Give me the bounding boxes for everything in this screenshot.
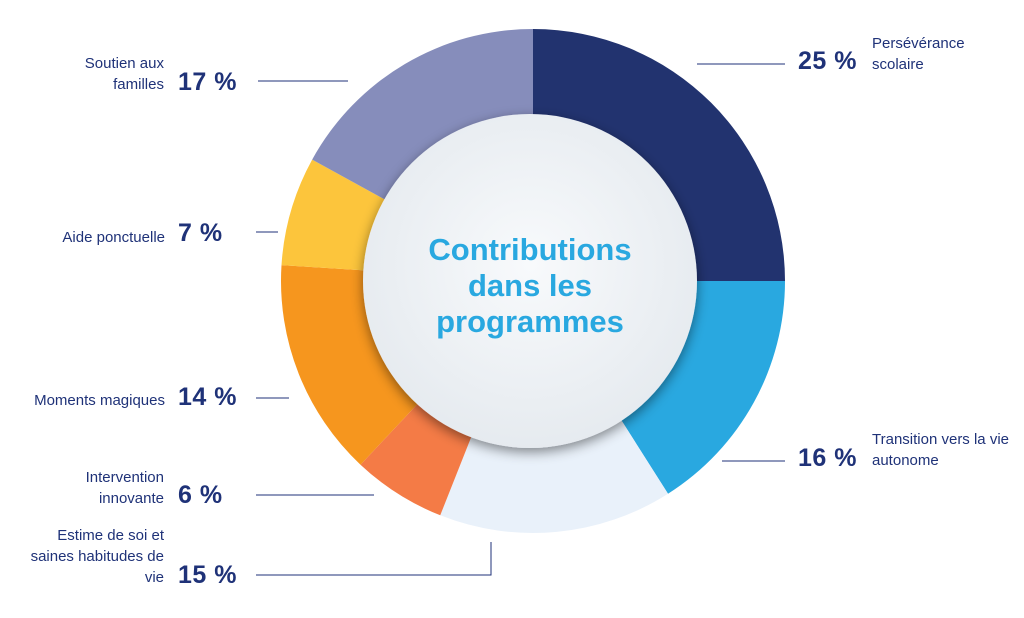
- label-intervention-innovante: Intervention innovante: [85, 469, 164, 507]
- value-soutien-aux-familles: 17 %: [178, 68, 237, 96]
- label-soutien-aux-familles: Soutien aux familles: [84, 55, 164, 93]
- value-perseverance-scolaire: 25 %: [798, 47, 857, 75]
- slice-7: [312, 29, 533, 224]
- value-estime-de-soi: 15 %: [178, 561, 237, 589]
- chart-title: Contributions dans les programmes: [428, 232, 632, 339]
- center-hub: [363, 114, 697, 448]
- value-intervention-innovante: 6 %: [178, 481, 223, 509]
- label-moments-magiques: Moments magiques: [34, 392, 165, 409]
- slice-1: [533, 29, 785, 281]
- value-moments-magiques: 14 %: [178, 383, 237, 411]
- value-aide-ponctuelle: 7 %: [178, 219, 223, 247]
- leader-lines: [256, 63, 785, 576]
- label-aide-ponctuelle: Aide ponctuelle: [62, 229, 165, 246]
- label-perseverance-scolaire: Persévérance scolaire: [872, 35, 965, 73]
- label-estime-de-soi: Estime de soi et saines habitudes de vie: [30, 527, 164, 586]
- label-transition-vie-autonome: Transition vers la vie autonome: [872, 431, 1009, 469]
- leader-line-5: [256, 542, 492, 576]
- value-transition-vie-autonome: 16 %: [798, 444, 857, 472]
